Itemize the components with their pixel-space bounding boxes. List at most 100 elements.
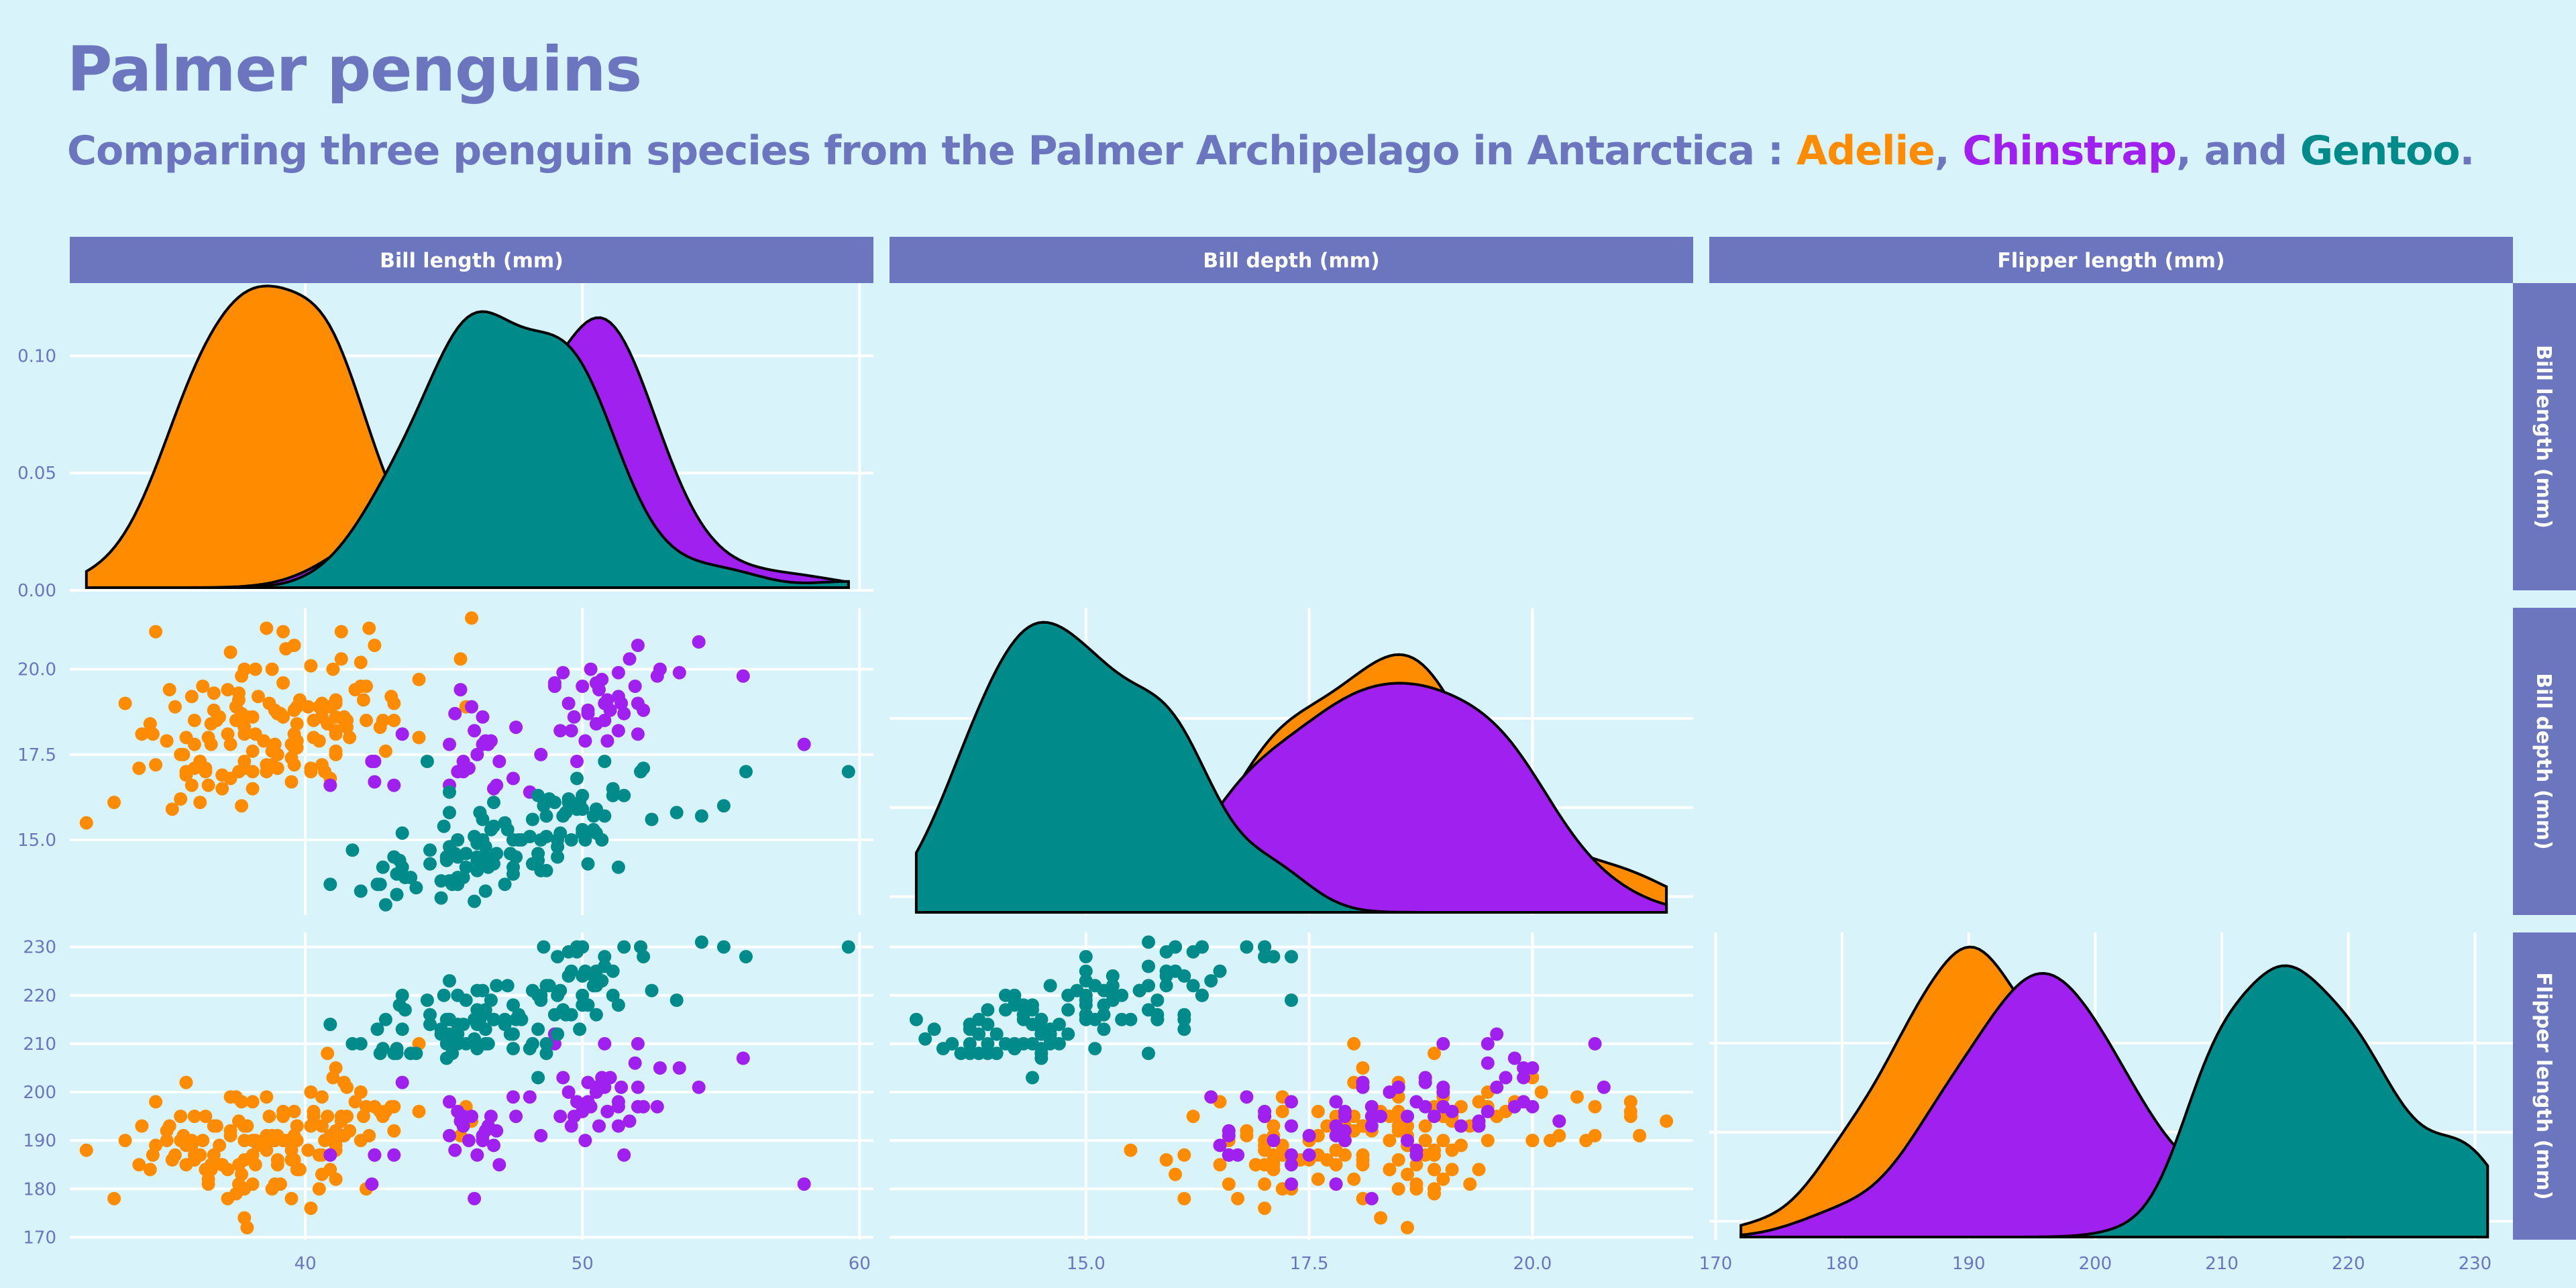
point-adelie [1534,1085,1548,1099]
point-adelie [290,700,304,714]
point-adelie [1418,1119,1432,1133]
point-adelie [215,1158,229,1172]
point-adelie [232,693,246,707]
point-adelie [1347,1036,1361,1051]
x-tick-label: 220 [2332,1254,2365,1274]
point-gentoo [434,891,448,905]
point-chinstrap [395,1075,409,1089]
point-gentoo [1026,998,1039,1012]
point-gentoo [456,1018,470,1031]
point-gentoo [443,1012,456,1026]
point-adelie [251,690,265,704]
point-adelie [287,1104,301,1118]
point-gentoo [373,877,387,892]
point-chinstrap [1418,1075,1432,1089]
point-gentoo [576,988,590,1002]
point-adelie [168,700,182,714]
point-adelie [1472,1163,1486,1177]
point-gentoo [470,853,484,867]
point-gentoo [1097,1008,1111,1022]
point-adelie [149,1095,163,1109]
point-chinstrap [509,1110,523,1124]
point-gentoo [506,1042,520,1056]
point-chinstrap [1490,1080,1504,1094]
point-chinstrap [462,1134,476,1148]
point-chinstrap [592,683,606,697]
point-adelie [1481,1134,1495,1148]
point-gentoo [581,857,595,871]
point-adelie [201,1177,215,1191]
point-gentoo [1008,988,1022,1002]
point-adelie [287,639,301,652]
point-adelie [318,765,332,779]
strip-bill-length [70,237,873,283]
point-chinstrap [487,1138,500,1152]
point-adelie [237,1134,252,1148]
point-adelie [265,662,279,676]
point-gentoo [443,785,456,799]
point-chinstrap [797,737,811,751]
point-adelie [1329,1143,1343,1157]
point-chinstrap [1454,1119,1468,1133]
point-adelie [132,1158,146,1172]
point-gentoo [1195,988,1209,1002]
point-gentoo [1213,964,1227,978]
point-adelie [237,1119,252,1133]
point-adelie [187,1148,201,1162]
point-adelie [1275,1104,1289,1118]
x-tick-label: 20.0 [1513,1254,1552,1274]
point-chinstrap [672,1061,686,1075]
point-gentoo [576,969,590,983]
point-chinstrap [1499,1071,1513,1085]
point-adelie [223,1124,237,1138]
point-chinstrap [1329,1177,1343,1191]
point-adelie [1401,1221,1414,1234]
point-gentoo [1285,994,1298,1007]
point-gentoo [345,843,360,857]
point-gentoo [1150,1008,1165,1022]
point-adelie [1463,1177,1477,1191]
point-gentoo [1150,994,1165,1007]
x-tick-label: 15.0 [1067,1254,1106,1274]
point-chinstrap [598,713,612,727]
point-chinstrap [614,1080,629,1094]
point-adelie [165,1153,179,1167]
point-adelie [260,1090,274,1104]
point-chinstrap [1588,1036,1602,1051]
point-gentoo [531,788,545,802]
point-chinstrap [443,737,456,751]
point-adelie [360,1099,373,1114]
point-chinstrap [556,1071,570,1085]
point-gentoo [1079,994,1093,1007]
point-adelie [193,796,207,810]
point-adelie [412,672,426,686]
point-adelie [1240,1124,1254,1138]
point-adelie [143,1163,157,1177]
point-adelie [201,731,215,745]
point-gentoo [1034,1027,1049,1041]
point-chinstrap [1302,1148,1316,1162]
point-adelie [384,1099,398,1114]
point-gentoo [537,940,551,954]
panel-bill-length-vs-bill-length [70,283,873,592]
point-adelie [240,1221,254,1234]
point-gentoo [606,782,620,796]
point-adelie [246,765,260,779]
point-adelie [248,662,262,676]
point-chinstrap [611,724,625,738]
point-gentoo [470,1042,484,1056]
point-gentoo [1008,1042,1022,1056]
point-gentoo [598,809,612,823]
point-chinstrap [487,782,500,796]
point-adelie [360,680,373,693]
point-chinstrap [443,1128,456,1142]
point-gentoo [539,809,553,823]
point-adelie [290,734,304,748]
point-gentoo [573,796,587,810]
point-chinstrap [368,755,382,768]
point-chinstrap [506,771,520,786]
point-gentoo [1061,1027,1075,1041]
point-adelie [229,713,243,727]
point-gentoo [841,940,855,954]
point-adelie [260,621,274,635]
